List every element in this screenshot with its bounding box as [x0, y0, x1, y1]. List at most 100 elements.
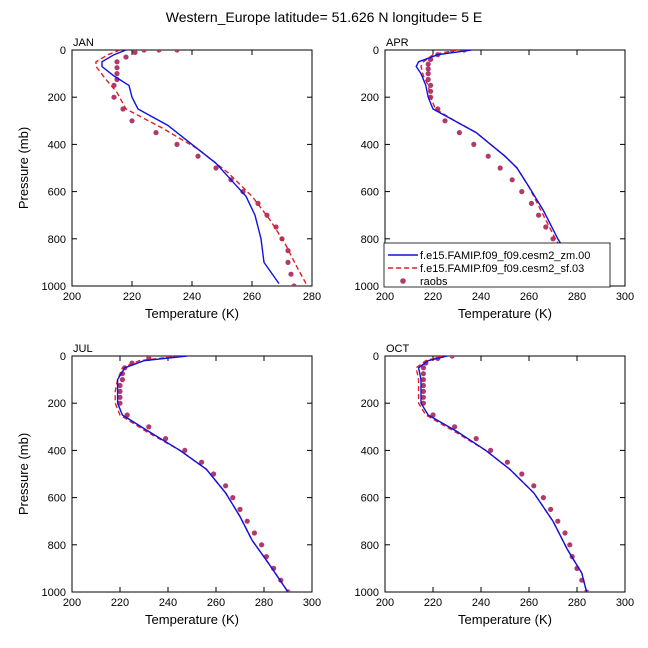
- x-tick-label: 200: [376, 291, 394, 303]
- plot-frame: [384, 355, 626, 593]
- raobs-point: [223, 483, 229, 489]
- raobs-point: [425, 66, 431, 72]
- raobs-point: [519, 471, 525, 477]
- raobs-point: [211, 471, 217, 477]
- raobs-point: [528, 200, 535, 206]
- raobs-point: [425, 61, 431, 67]
- y-tick-label: 1000: [42, 281, 66, 293]
- y-tick-label: 0: [60, 351, 66, 363]
- x-tick-label: 300: [616, 291, 634, 303]
- raobs-point: [504, 459, 510, 465]
- legend-box: [383, 242, 611, 288]
- x-tick-label: 280: [568, 291, 586, 303]
- raobs-point: [428, 82, 434, 88]
- raobs-point: [156, 50, 162, 53]
- panel-title: JAN: [73, 37, 94, 49]
- panel-apr: 200 220 240 260 280 300 0 200 400 600 800 1000 APR Te…: [355, 37, 635, 321]
- raobs-point: [255, 200, 261, 206]
- x-tick-label: 200: [63, 597, 81, 609]
- plot-frame: [71, 49, 313, 287]
- raobs-point: [531, 483, 537, 489]
- panel-jul: 200 220 240 260 280 300 0 200 400 600 800 1000 JUL Te…: [16, 343, 321, 627]
- y-tick-label: 800: [361, 540, 379, 552]
- y-tick-label: 800: [361, 234, 379, 246]
- raobs-point: [485, 153, 491, 159]
- plot-frame: [71, 355, 313, 593]
- raobs-point: [420, 388, 426, 394]
- raobs-point: [132, 50, 138, 55]
- series-line-zm: [101, 50, 280, 285]
- raobs-point: [420, 371, 426, 377]
- raobs-point: [129, 118, 135, 124]
- raobs-point: [285, 259, 291, 265]
- raobs-point: [273, 224, 279, 230]
- y-tick-label: 0: [60, 45, 66, 57]
- raobs-point: [562, 530, 568, 536]
- y-tick-label: 200: [48, 92, 66, 104]
- raobs-point: [174, 141, 180, 147]
- raobs-point: [117, 388, 123, 394]
- raobs-point: [114, 71, 120, 77]
- series-line-zm: [415, 50, 583, 286]
- series-line-sf: [95, 50, 307, 284]
- y-tick-label: 200: [361, 398, 379, 410]
- y-axis-label: Pressure (mb): [16, 433, 31, 515]
- plot-area: [114, 356, 291, 592]
- raobs-point: [114, 65, 120, 71]
- raobs-point: [291, 283, 297, 286]
- raobs-point: [473, 436, 479, 442]
- raobs-point: [425, 71, 431, 77]
- y-tick-label: 200: [48, 398, 66, 410]
- raobs-point: [146, 424, 152, 430]
- x-tick-label: 200: [63, 291, 81, 303]
- x-tick-label: 280: [568, 597, 586, 609]
- panels: 200 220 240 260 280 0 200 400 600 800 1000 JAN Tempe…: [16, 37, 634, 627]
- raobs-point: [536, 212, 542, 218]
- legend: f.e15.FAMIP.f09_f09.cesm2_zm.00 f.e15.FA…: [383, 242, 611, 288]
- x-tick-label: 240: [472, 597, 490, 609]
- raobs-point: [456, 130, 462, 136]
- raobs-point: [567, 542, 573, 548]
- raobs-point: [543, 224, 549, 230]
- raobs-point: [420, 394, 426, 400]
- raobs-point: [449, 356, 455, 359]
- raobs-point: [288, 271, 294, 277]
- y-tick-label: 0: [373, 351, 379, 363]
- y-tick-label: 1000: [355, 281, 379, 293]
- raobs-point: [452, 424, 458, 430]
- series-line-sf: [114, 356, 289, 592]
- x-tick-label: 240: [183, 291, 201, 303]
- x-tick-label: 260: [520, 597, 538, 609]
- x-tick-label: 300: [303, 597, 321, 609]
- y-tick-label: 600: [361, 493, 379, 505]
- x-tick-label: 220: [123, 291, 141, 303]
- raobs-point: [123, 54, 129, 60]
- raobs-point: [213, 165, 219, 171]
- legend-label-sf: f.e15.FAMIP.f09_f09.cesm2_sf.03: [420, 263, 584, 275]
- x-axis-label: Temperature (K): [458, 612, 552, 627]
- y-tick-label: 600: [361, 187, 379, 199]
- legend-label-raobs: raobs: [420, 276, 448, 288]
- raobs-point: [237, 506, 243, 512]
- y-tick-label: 600: [48, 493, 66, 505]
- series-line-zm: [417, 356, 588, 592]
- plot-area: [95, 50, 307, 286]
- raobs-point: [199, 459, 205, 465]
- y-tick-label: 400: [361, 445, 379, 457]
- x-tick-label: 260: [207, 597, 225, 609]
- raobs-point: [442, 118, 448, 124]
- raobs-point: [117, 394, 123, 400]
- x-tick-label: 200: [376, 597, 394, 609]
- x-tick-label: 240: [159, 597, 177, 609]
- raobs-point: [182, 447, 188, 453]
- raobs-point: [425, 76, 431, 83]
- raobs-point: [519, 189, 525, 195]
- y-axis-label: Pressure (mb): [16, 127, 31, 209]
- y-tick-label: 600: [48, 187, 66, 199]
- raobs-point: [420, 365, 426, 371]
- panel-title: JUL: [73, 343, 93, 355]
- raobs-point: [471, 141, 477, 147]
- legend-swatch-raobs: [400, 278, 406, 284]
- raobs-point: [174, 50, 180, 53]
